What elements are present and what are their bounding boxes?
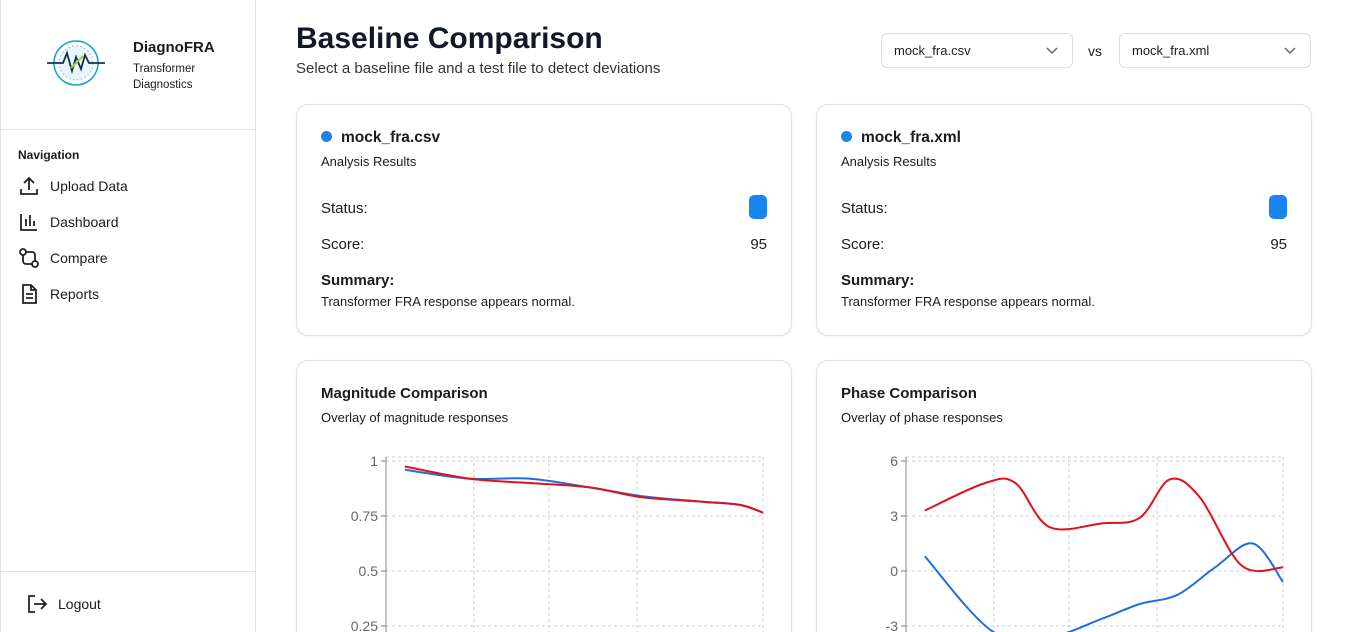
nav-dashboard[interactable]: Dashboard	[18, 211, 119, 233]
status-label: Status:	[321, 200, 368, 217]
y-tick-label: 0.5	[359, 563, 379, 579]
chart-card: Magnitude Comparison Overlay of magnitude…	[296, 360, 792, 632]
card-subtitle: Analysis Results	[321, 154, 417, 169]
chart-subtitle: Overlay of magnitude responses	[321, 410, 509, 425]
file-dot	[321, 131, 332, 142]
icon	[28, 595, 48, 613]
brand: DiagnoFRA	[133, 39, 215, 56]
nav-reports[interactable]: Reports	[18, 283, 99, 305]
y-tick-label: 6	[890, 453, 898, 469]
score-label: Score:	[841, 236, 885, 253]
result-card: mock_fra.xml Analysis Results Status: Score…	[816, 104, 1312, 336]
score: 95	[750, 236, 767, 253]
nav-label: Dashboard	[50, 214, 119, 230]
page-title: Baseline Comparison	[296, 22, 603, 55]
series-line	[404, 465, 764, 514]
result-card: mock_fra.csv Analysis Results Status: Score…	[296, 104, 792, 336]
nav-label: Reports	[50, 286, 100, 302]
score-label: Score:	[321, 236, 365, 253]
y-tick-label: 0.75	[351, 508, 378, 524]
status-badge	[749, 195, 767, 219]
summary-label: Summary:	[321, 272, 395, 289]
y-tick-label: -3	[886, 618, 899, 632]
score: 95	[1270, 236, 1287, 253]
tagline: Transformer Diagnostics	[133, 63, 196, 91]
card-subtitle: Analysis Results	[841, 154, 937, 169]
chart-title: Phase Comparison	[841, 385, 977, 402]
file-name: mock_fra.csv	[321, 129, 440, 147]
icon	[20, 176, 38, 195]
select-value: mock_fra.csv	[894, 43, 971, 58]
file-name: mock_fra.xml	[841, 129, 961, 147]
select-value: mock_fra.xml	[1132, 43, 1210, 58]
nav-compare[interactable]: Compare	[18, 247, 108, 269]
series-line	[924, 477, 1284, 573]
divider	[1, 129, 256, 130]
y-tick-label: 3	[890, 508, 898, 524]
nav-label: Upload Data	[50, 178, 128, 194]
logout-label: Logout	[58, 596, 101, 612]
page-subtitle: Select a baseline file and a test file t…	[296, 60, 661, 77]
status-label: Status:	[841, 200, 888, 217]
icon	[22, 284, 37, 304]
series-line	[924, 542, 1284, 632]
chart-title: Magnitude Comparison	[321, 385, 488, 402]
icon	[19, 248, 39, 268]
y-tick-label: 1	[370, 453, 378, 469]
file-dot	[841, 131, 852, 142]
nav-upload[interactable]: Upload Data	[18, 175, 128, 197]
chevron	[1046, 47, 1058, 55]
chart: -3 0 3 6	[886, 453, 1284, 632]
test-select[interactable]: mock_fra.xml	[1119, 33, 1311, 68]
summary: Transformer FRA response appears normal.	[321, 294, 575, 309]
summary: Transformer FRA response appears normal.	[841, 294, 1095, 309]
chevron	[1284, 47, 1296, 55]
nav-label: Compare	[50, 250, 108, 266]
file-label: mock_fra.xml	[861, 129, 961, 146]
file-label: mock_fra.csv	[341, 129, 441, 146]
vs: vs	[1088, 43, 1102, 59]
chart-card: Phase Comparison Overlay of phase respons…	[816, 360, 1312, 632]
sidebar: DiagnoFRA Transformer Diagnostics Naviga…	[0, 0, 256, 632]
chart: 0.25 0.5 0.75 1	[351, 453, 764, 632]
nav-heading: Navigation	[18, 148, 80, 162]
logo	[47, 40, 105, 86]
chart-subtitle: Overlay of phase responses	[841, 410, 1003, 425]
icon	[20, 214, 37, 231]
divider	[1, 571, 256, 572]
baseline-select[interactable]: mock_fra.csv	[881, 33, 1073, 68]
status-badge	[1269, 195, 1287, 219]
summary-label: Summary:	[841, 272, 915, 289]
logout[interactable]: Logout	[26, 593, 101, 615]
y-tick-label: 0	[890, 563, 898, 579]
y-tick-label: 0.25	[351, 618, 378, 632]
